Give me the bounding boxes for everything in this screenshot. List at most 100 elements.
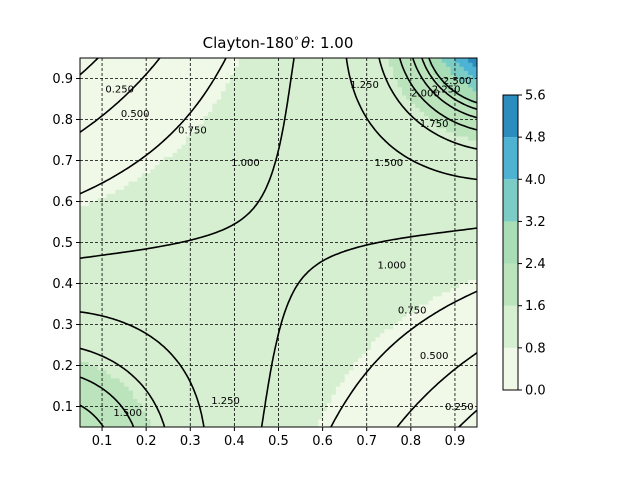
fill-cell [177, 369, 183, 375]
fill-cell [146, 152, 152, 157]
fill-cell [260, 394, 266, 399]
fill-cell [252, 160, 258, 166]
fill-cell [274, 398, 280, 403]
fill-cell [119, 332, 125, 338]
fill-cell [97, 332, 103, 338]
fill-cell [172, 62, 178, 67]
fill-cell [243, 205, 249, 211]
fill-cell [181, 156, 187, 162]
fill-cell [221, 226, 227, 231]
fill-cell [102, 58, 108, 63]
fill-cell [221, 267, 227, 272]
fill-cell [207, 119, 213, 125]
fill-cell [313, 373, 319, 379]
fill-cell [247, 111, 253, 116]
fill-cell [313, 94, 319, 100]
fill-cell [274, 373, 280, 379]
fill-cell [229, 279, 235, 285]
fill-cell [128, 164, 134, 170]
fill-cell [287, 271, 293, 276]
fill-cell [260, 230, 266, 235]
fill-cell [278, 258, 284, 264]
fill-cell [278, 107, 284, 112]
fill-cell [168, 213, 174, 219]
fill-cell [256, 119, 262, 125]
fill-cell [106, 148, 112, 153]
fill-cell [322, 271, 328, 276]
fill-cell [234, 402, 240, 408]
fill-cell [300, 287, 306, 293]
fill-cell [256, 70, 262, 75]
fill-cell [93, 193, 99, 198]
fill-cell [260, 222, 266, 227]
fill-cell [287, 287, 293, 293]
fill-cell [256, 332, 262, 338]
fill-cell [238, 299, 244, 305]
fill-cell [212, 217, 218, 223]
fill-cell [177, 70, 183, 75]
fill-cell [313, 201, 319, 207]
fill-cell [84, 357, 90, 362]
fill-cell [203, 131, 209, 137]
fill-cell [256, 357, 262, 362]
fill-cell [97, 406, 103, 412]
fill-cell [154, 414, 160, 420]
fill-cell [150, 217, 156, 223]
fill-cell [80, 422, 86, 427]
fill-cell [137, 353, 143, 358]
fill-cell [269, 70, 275, 75]
fill-cell [128, 336, 134, 342]
fill-cell [234, 258, 240, 264]
fill-cell [256, 238, 262, 244]
fill-cell [159, 324, 165, 330]
fill-cell [132, 94, 138, 100]
fill-cell [119, 131, 125, 137]
fill-cell [318, 418, 324, 424]
fill-cell [216, 373, 222, 379]
fill-cell [124, 74, 130, 80]
fill-cell [318, 86, 324, 92]
fill-cell [238, 148, 244, 153]
fill-cell [243, 267, 249, 272]
fill-cell [252, 402, 258, 408]
fill-cell [243, 316, 249, 321]
fill-cell [309, 263, 315, 268]
fill-cell [313, 189, 319, 194]
fill-cell [185, 324, 191, 330]
fill-cell [124, 164, 130, 170]
fill-cell [80, 222, 86, 227]
fill-cell [150, 406, 156, 412]
fill-cell [124, 271, 130, 276]
fill-cell [97, 340, 103, 346]
fill-cell [269, 144, 275, 149]
fill-cell [137, 172, 143, 178]
fill-cell [318, 226, 324, 231]
fill-cell [168, 308, 174, 313]
fill-cell [172, 115, 178, 121]
fill-cell [274, 111, 280, 116]
fill-cell [274, 308, 280, 313]
fill-cell [212, 406, 218, 412]
fill-cell [194, 99, 200, 104]
fill-cell [212, 283, 218, 289]
fill-cell [296, 90, 302, 96]
fill-cell [102, 185, 108, 190]
fill-cell [304, 254, 310, 260]
fill-cell [313, 398, 319, 403]
fill-cell [154, 254, 160, 260]
fill-cell [146, 312, 152, 317]
fill-cell [225, 127, 231, 133]
fill-cell [172, 324, 178, 330]
fill-cell [137, 99, 143, 104]
fill-cell [207, 107, 213, 112]
fill-cell [304, 340, 310, 346]
fill-cell [304, 222, 310, 227]
fill-cell [137, 304, 143, 309]
fill-cell [243, 258, 249, 264]
fill-cell [181, 398, 187, 403]
fill-cell [287, 353, 293, 358]
fill-cell [128, 176, 134, 182]
fill-cell [119, 398, 125, 403]
fill-cell [322, 373, 328, 379]
fill-cell [80, 357, 86, 362]
